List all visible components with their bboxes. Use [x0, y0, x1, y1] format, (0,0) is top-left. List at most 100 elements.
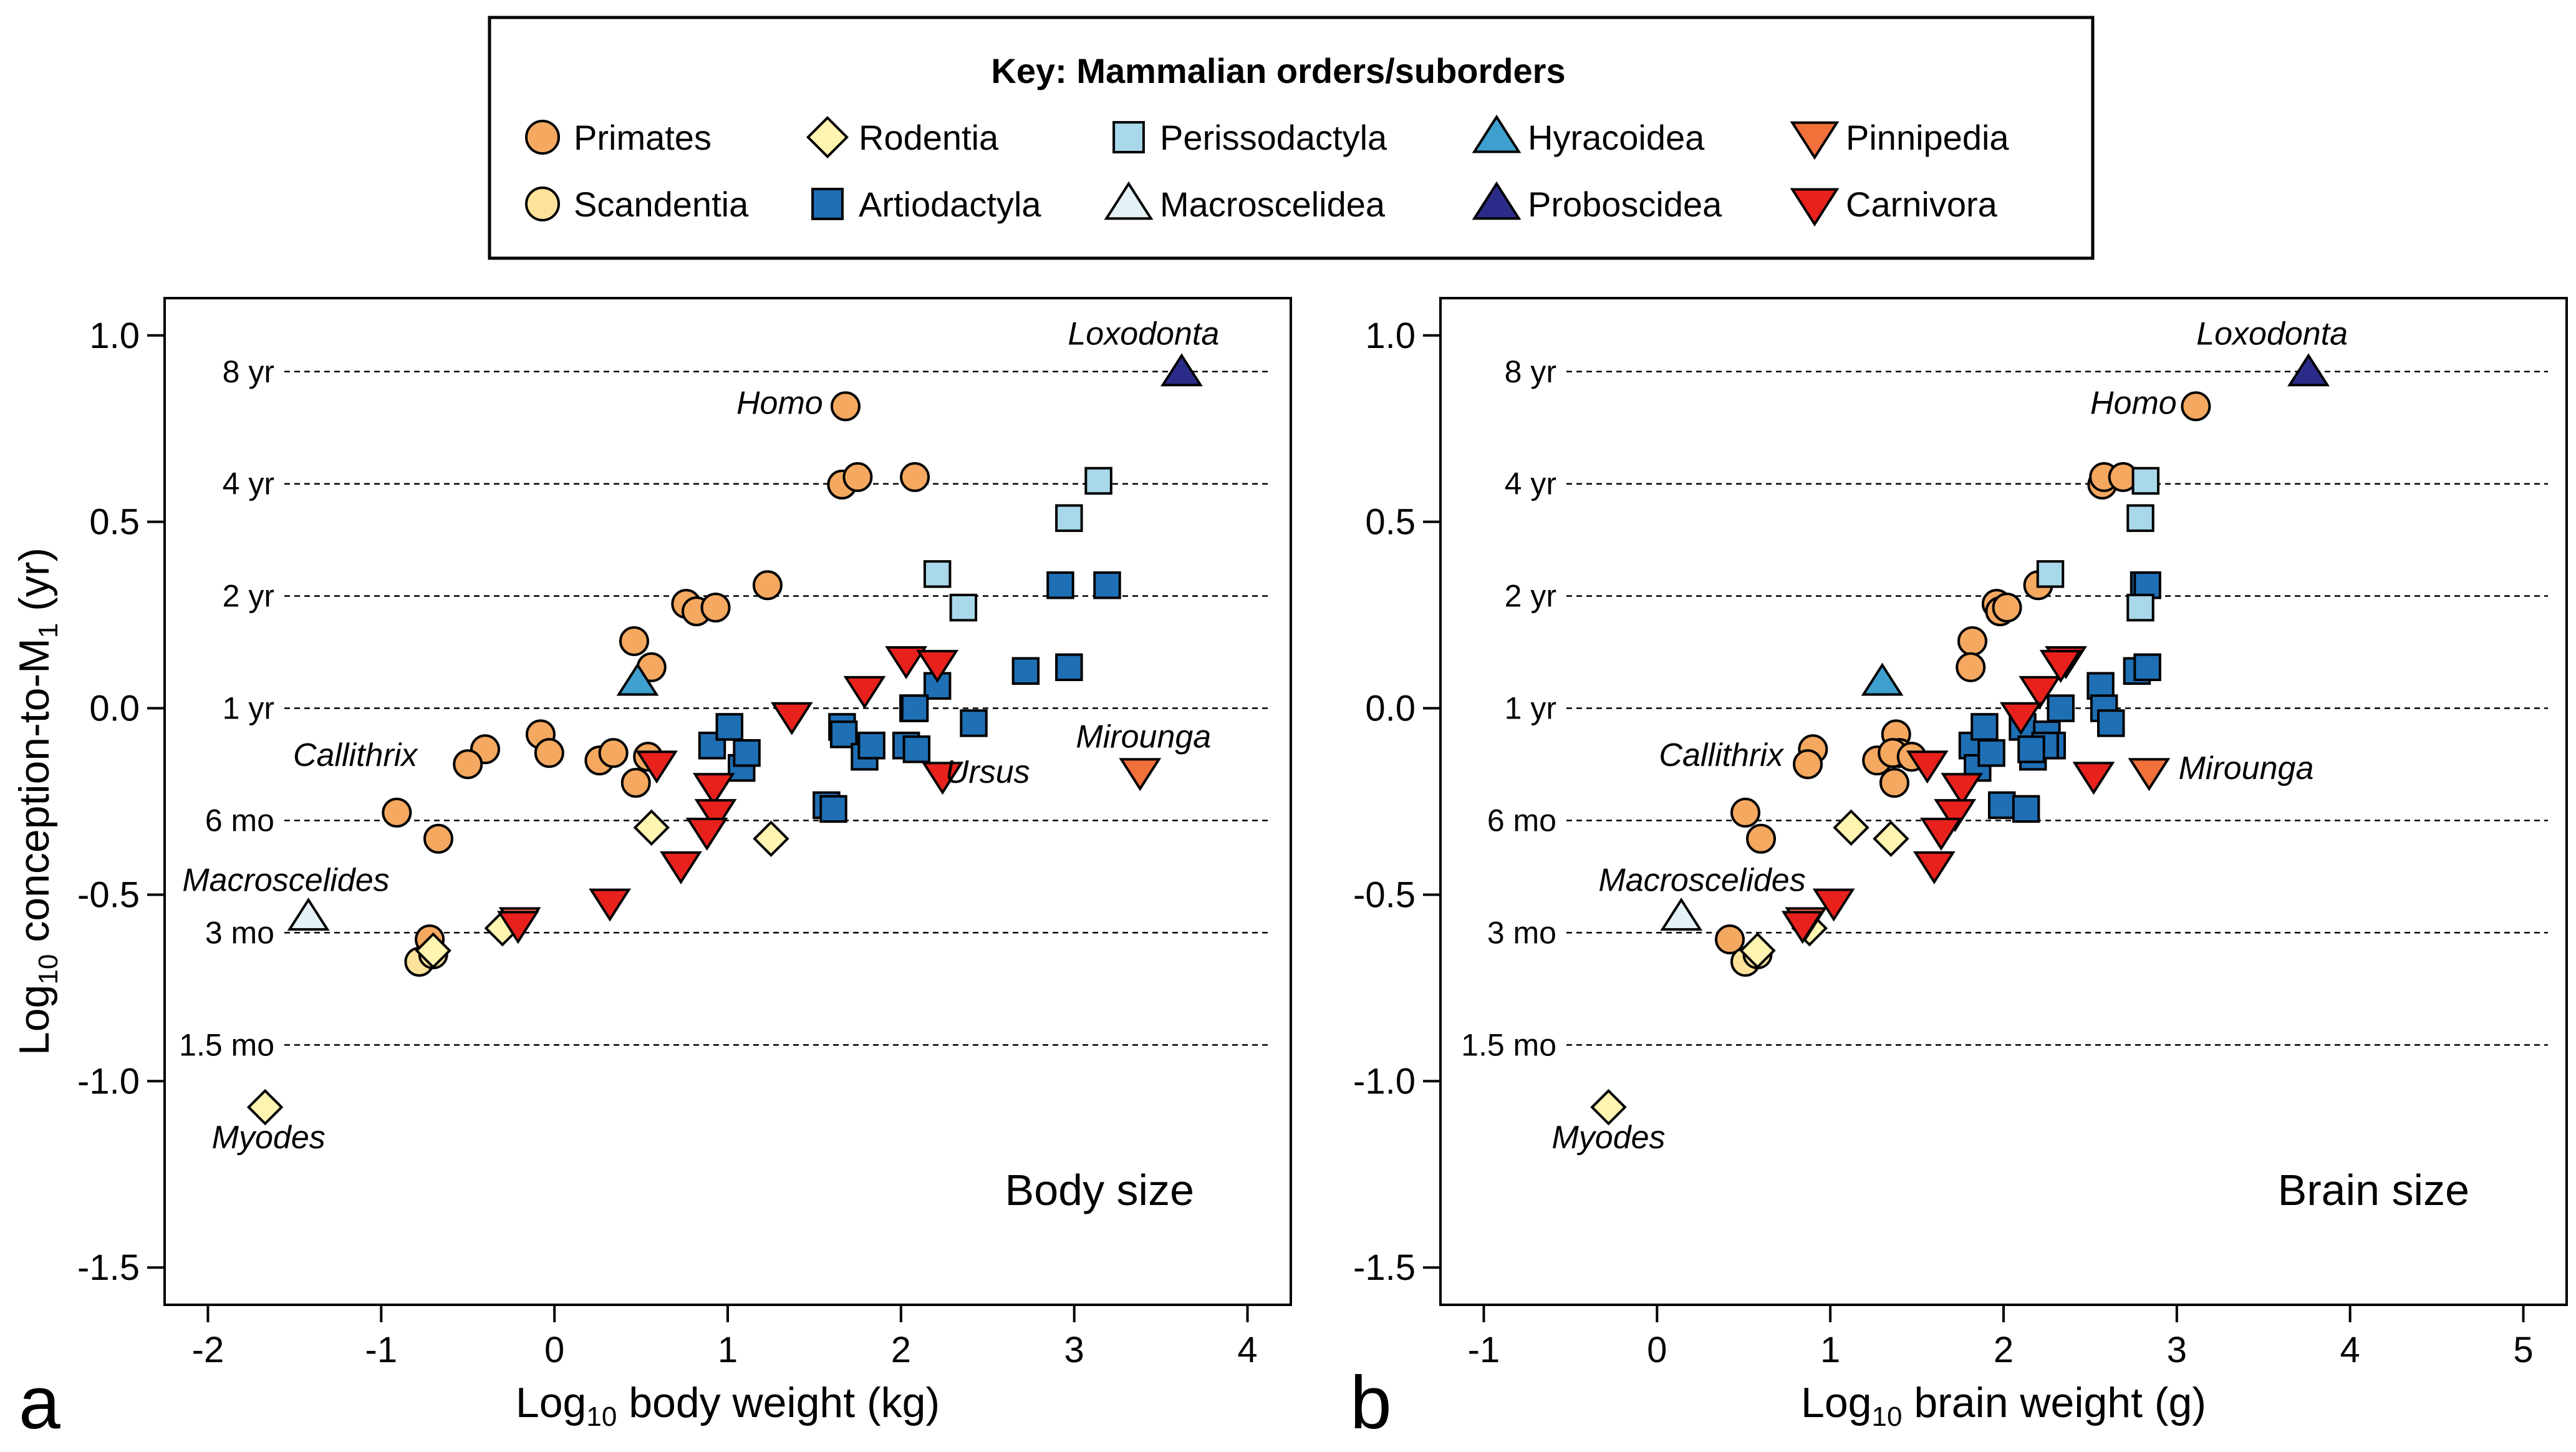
panel-a-time-label-4: 6 mo	[205, 803, 274, 838]
panel-b-point-primates-19	[1746, 823, 1777, 854]
legend-marker-proboscidea	[1472, 181, 1522, 220]
panel-b-letter: b	[1350, 1361, 1392, 1445]
panel-a-point-hyracoidea-0	[616, 662, 659, 696]
panel-a-point-rodentia-4	[415, 932, 451, 969]
panel-a-time-label-5: 3 mo	[205, 915, 274, 950]
legend-marker-scandentia	[525, 186, 560, 221]
panel-b-point-proboscidea-0	[2287, 353, 2330, 387]
panel-b-time-label-4: 6 mo	[1487, 803, 1556, 838]
panel-b-point-rodentia-2	[1833, 809, 1869, 846]
legend-marker-primates	[525, 120, 560, 155]
y-label-sub: 10	[33, 954, 64, 985]
panel-b-point-carnivora-5	[1812, 888, 1855, 922]
panel-a-point-carnivora-6	[496, 911, 539, 944]
legend-label-proboscidea: Proboscidea	[1528, 185, 1722, 224]
panel-a-point-carnivora-4	[660, 851, 702, 884]
panel-a-point-primates-19	[423, 823, 453, 854]
panel-a-annotation-myodes: Myodes	[212, 1120, 326, 1156]
panel-b-point-artiodactyla-14	[1987, 791, 2016, 820]
panel-a-points	[246, 353, 1203, 1126]
panel-a-point-perissodactyla-0	[923, 560, 952, 588]
panel-a-xlabel-main: Log	[516, 1379, 586, 1426]
panel-a-x-tick-label-3: 1	[718, 1330, 738, 1370]
panel-a-point-artiodactyla-13	[960, 709, 988, 737]
panel-b-x-tick-label-3: 2	[1994, 1330, 2014, 1370]
panel-b-y-tick-label-2: 0.0	[1365, 689, 1416, 729]
legend-label-macroscelidea: Macroscelidea	[1160, 185, 1386, 224]
panel-b-xlabel-sub: 10	[1871, 1401, 1902, 1432]
panel-b-point-primates-7	[1992, 593, 2022, 623]
panel-a-point-artiodactyla-16	[1011, 657, 1040, 685]
legend-label-perissodactyla: Perissodactyla	[1160, 118, 1387, 157]
panel-b-point-carnivora-4	[1913, 851, 1956, 884]
panel-b-point-hyracoidea-0	[1861, 662, 1904, 696]
panel-a-point-primates-17	[453, 749, 483, 780]
panel-b-point-primates-15	[1879, 768, 1909, 798]
panel-a-x-tick-label-2: 0	[544, 1330, 564, 1370]
panel-a-time-label-3: 1 yr	[223, 691, 274, 726]
panel-a-time-label-2: 2 yr	[223, 579, 274, 614]
panel-a-point-rodentia-2	[633, 809, 670, 846]
y-label-rest: conception-to-M	[11, 638, 58, 954]
panel-b-point-perissodactyla-1	[2126, 593, 2154, 622]
panel-a-point-carnivora-5	[589, 888, 631, 922]
panel-a-annotation-ursus: Ursus	[945, 754, 1030, 790]
legend-label-hyracoidea: Hyracoidea	[1528, 118, 1705, 157]
panel-a-point-primates-2	[842, 462, 873, 492]
legend-marker-rodentia	[806, 115, 849, 159]
y-label-end: (yr)	[11, 548, 58, 623]
panel-b-point-perissodactyla-3	[2131, 467, 2160, 495]
panel-a-xlabel-sub: 10	[586, 1401, 617, 1432]
panel-b-points	[1590, 353, 2330, 1126]
panel-b-point-carnivora-10	[2039, 650, 2082, 684]
panel-b-y-tick-label-5: -1.5	[1353, 1247, 1416, 1288]
panel-a-x-tick-label-5: 3	[1064, 1330, 1084, 1370]
panel-a-x-axis-title: Log10 body weight (kg)	[516, 1379, 940, 1432]
panel-a-time-label-1: 4 yr	[223, 467, 274, 501]
legend-label-carnivora: Carnivora	[1846, 185, 1998, 224]
panel-b-x-tick-label-4: 3	[2167, 1330, 2187, 1370]
panel-b-time-label-1: 4 yr	[1505, 467, 1556, 501]
panel-b-point-pinnipedia-0	[2128, 758, 2171, 791]
panel-a-point-perissodactyla-2	[1055, 504, 1083, 532]
panel-a-point-artiodactyla-18	[1055, 653, 1083, 682]
panel-b-annotation-callithrix: Callithrix	[1659, 737, 1784, 773]
panel-a-y-tick-label-2: 0.0	[89, 689, 140, 729]
panel-b-time-label-2: 2 yr	[1505, 579, 1556, 614]
panel-a-annotations: Loxodonta Homo Callithrix Macroscelides Ursu…	[182, 316, 1219, 1156]
panel-b-annotation-myodes: Myodes	[1551, 1120, 1665, 1156]
panel-a-point-primates-8	[619, 626, 649, 656]
panel-a-letter: a	[19, 1361, 60, 1445]
panel-b-point-rodentia-0	[1590, 1088, 1627, 1126]
panel-b-x-tick-label-2: 1	[1820, 1330, 1840, 1370]
panel-b-point-primates-9	[1956, 652, 1986, 682]
panel-a-point-rodentia-3	[753, 820, 789, 858]
panel-a-point-primates-18	[382, 797, 412, 828]
panel-a-point-artiodactyla-10	[902, 735, 931, 763]
panel-a-point-primates-11	[534, 738, 564, 768]
panel-a-annotation-mirounga: Mirounga	[1076, 719, 1211, 755]
legend-marker-pinnipedia	[1790, 121, 1840, 160]
panel-b-point-carnivora-11	[2072, 762, 2115, 795]
panel-b-point-rodentia-4	[1739, 932, 1776, 969]
panel-b-point-artiodactyla-15	[2012, 795, 2040, 823]
panel-a-x-tick-label-4: 2	[891, 1330, 911, 1370]
panel-b-point-carnivora-3	[1920, 818, 1962, 851]
panel-b-y-tick-label-1: 0.5	[1365, 502, 1416, 543]
panel-b-point-carnivora-8	[1999, 702, 2042, 735]
panel-a-point-carnivora-7	[770, 702, 813, 735]
panel-b-point-carnivora-2	[1934, 799, 1977, 833]
panel-b-point-carnivora-7	[2019, 675, 2062, 709]
panel-b-point-artiodactyla-9	[2047, 694, 2075, 722]
panel-a-point-proboscidea-0	[1160, 353, 1203, 387]
legend-marker-macroscelidea	[1104, 181, 1154, 220]
panel-a-point-pinnipedia-0	[1119, 758, 1162, 791]
panel-brain-size: 8 yr 4 yr 2 yr 1 yr 6 mo 3 mo 1.5 mo -1 0 1 2 3 4 5 1…	[1350, 297, 2568, 1445]
panel-a-point-macroscelidea-0	[287, 898, 330, 931]
panel-a-point-carnivora-3	[685, 818, 728, 851]
panel-b-x-tick-label-6: 5	[2513, 1330, 2533, 1370]
panel-a-title: Body size	[1005, 1166, 1194, 1214]
legend-marker-artiodactyla	[811, 188, 844, 220]
panel-b-point-artiodactyla-1	[1971, 713, 1999, 741]
legend-label-scandentia: Scandentia	[574, 185, 749, 224]
